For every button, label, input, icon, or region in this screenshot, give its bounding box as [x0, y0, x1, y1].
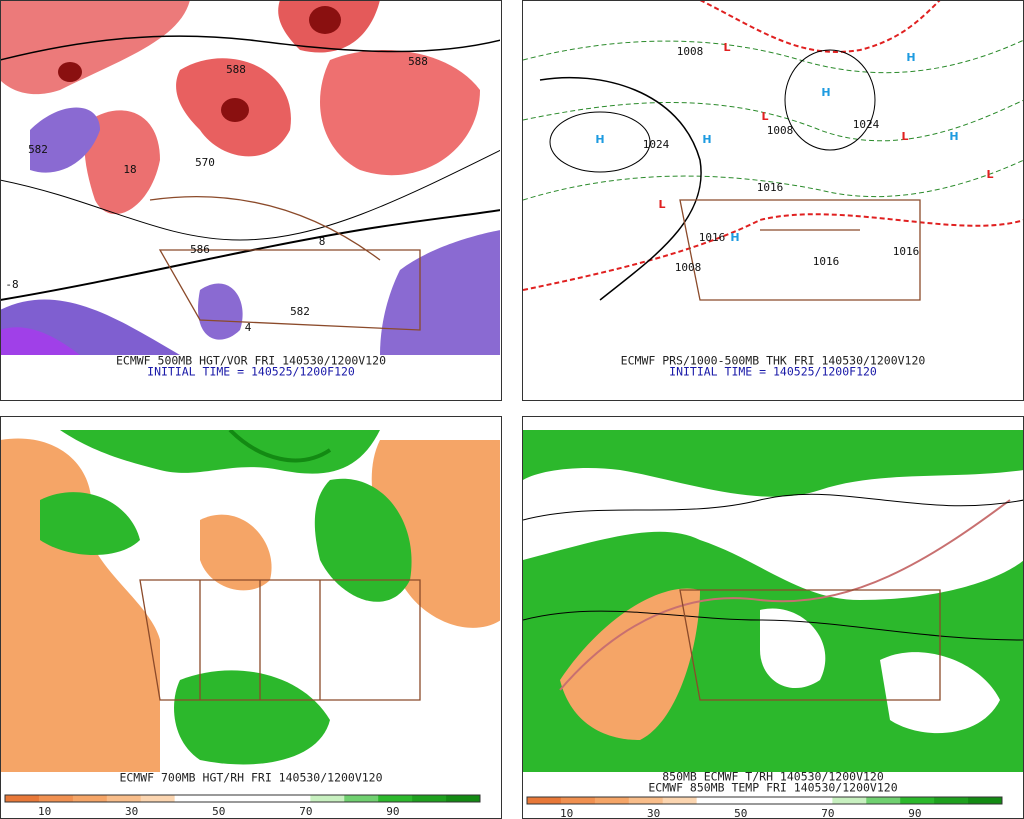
- colorbar-segment: [242, 795, 277, 802]
- colorbar-frame: [526, 796, 1003, 805]
- contour-label: 588: [408, 55, 428, 68]
- pressure-center: H: [730, 231, 739, 244]
- pressure-center: L: [986, 168, 993, 181]
- contour-label: 582: [28, 143, 48, 156]
- contour-label: 582: [290, 305, 310, 318]
- caption: ECMWF 700MB HGT/RH FRI 140530/1200V120: [119, 771, 382, 785]
- colorbar-segment: [527, 797, 562, 804]
- colorbar-segment: [866, 797, 901, 804]
- colorbar-frame: [4, 794, 481, 803]
- vorticity-map: [1, 1, 500, 355]
- contour-label: 1024: [643, 138, 670, 151]
- pressure-center: L: [723, 41, 730, 54]
- pressure-center: L: [761, 110, 768, 123]
- colorbar-tick-label: 70: [299, 805, 312, 818]
- pressure-center: H: [595, 133, 604, 146]
- labels: 582 588 588 18 570 586 582 -8 4 8 H H H H H H L L L L L 1024 1…: [4, 41, 1003, 819]
- colorbar-segment: [174, 795, 210, 802]
- colorbar-segment: [696, 797, 732, 804]
- contour-label: 570: [195, 156, 215, 169]
- colorbar-segment: [5, 795, 40, 802]
- colorbar-tick-label: 10: [560, 807, 573, 819]
- colorbar-segment: [764, 797, 799, 804]
- subcaption: INITIAL TIME = 140525/1200F120: [147, 365, 355, 379]
- colorbar-segment: [378, 795, 413, 802]
- contour-label: 586: [190, 243, 210, 256]
- colorbar-tick-label: 30: [647, 807, 660, 819]
- colorbar-segment: [662, 797, 698, 804]
- contour-label: 1008: [675, 261, 702, 274]
- colorbar-tick-label: 70: [821, 807, 834, 819]
- contour-label: 1016: [893, 245, 920, 258]
- colorbar-tick-label: 50: [734, 807, 747, 819]
- contour-label: -8: [5, 278, 18, 291]
- contour-label: 4: [245, 321, 252, 334]
- humidity-map: [1, 430, 500, 772]
- colorbar-segment: [730, 797, 765, 804]
- colorbar-segment: [412, 795, 447, 802]
- colorbar-segment: [140, 795, 176, 802]
- pressure-map: [523, 1, 1023, 355]
- colorbar-segment: [106, 795, 142, 802]
- subcaption: INITIAL TIME = 140525/1200F120: [669, 365, 877, 379]
- colorbar-tick-label: 10: [38, 805, 51, 818]
- pressure-center: H: [702, 133, 711, 146]
- colorbar-segment: [276, 795, 311, 802]
- colorbar-tick-label: 90: [386, 805, 399, 818]
- colorbar-segment: [968, 797, 1003, 804]
- colorbar-segment: [832, 797, 867, 804]
- colorbar-segment: [446, 795, 481, 802]
- pressure-center: H: [821, 86, 830, 99]
- colorbar-segment: [628, 797, 664, 804]
- contour-label: 1016: [757, 181, 784, 194]
- contour-label: 8: [319, 235, 326, 248]
- caption: 850MB ECMWF T/RH 140530/1200V120: [662, 770, 884, 784]
- pressure-center: H: [949, 130, 958, 143]
- colorbar-segment: [72, 795, 108, 802]
- colorbar-segment: [900, 797, 935, 804]
- colorbar-tick-label: 90: [908, 807, 921, 819]
- colorbar-segment: [560, 797, 596, 804]
- pressure-center: L: [658, 198, 665, 211]
- pressure-center: H: [906, 51, 915, 64]
- colorbar-segment: [344, 795, 379, 802]
- temperature-map: [523, 430, 1023, 772]
- colorbar-segment: [798, 797, 833, 804]
- colorbar-tick-label: 50: [212, 805, 225, 818]
- colorbar-segment: [934, 797, 969, 804]
- caption: ECMWF 500MB HGT/VOR FRI 140530/1200V120: [116, 354, 386, 368]
- contour-label: 588: [226, 63, 246, 76]
- contour-label: 1016: [813, 255, 840, 268]
- colorbar-tick-label: 30: [125, 805, 138, 818]
- contour-label: 1016: [699, 231, 726, 244]
- colorbar-segment: [594, 797, 630, 804]
- colorbar-segment: [208, 795, 243, 802]
- contour-label: 1008: [677, 45, 704, 58]
- caption: ECMWF PRS/1000-500MB THK FRI 140530/1200…: [621, 354, 926, 368]
- colorbar-segment: [310, 795, 345, 802]
- subcaption: ECMWF 850MB TEMP FRI 140530/1200V120: [648, 781, 897, 795]
- contour-label: 1008: [767, 124, 794, 137]
- contour-label: 1024: [853, 118, 880, 131]
- pressure-center: L: [901, 130, 908, 143]
- contour-label: 18: [123, 163, 136, 176]
- colorbar-segment: [38, 795, 74, 802]
